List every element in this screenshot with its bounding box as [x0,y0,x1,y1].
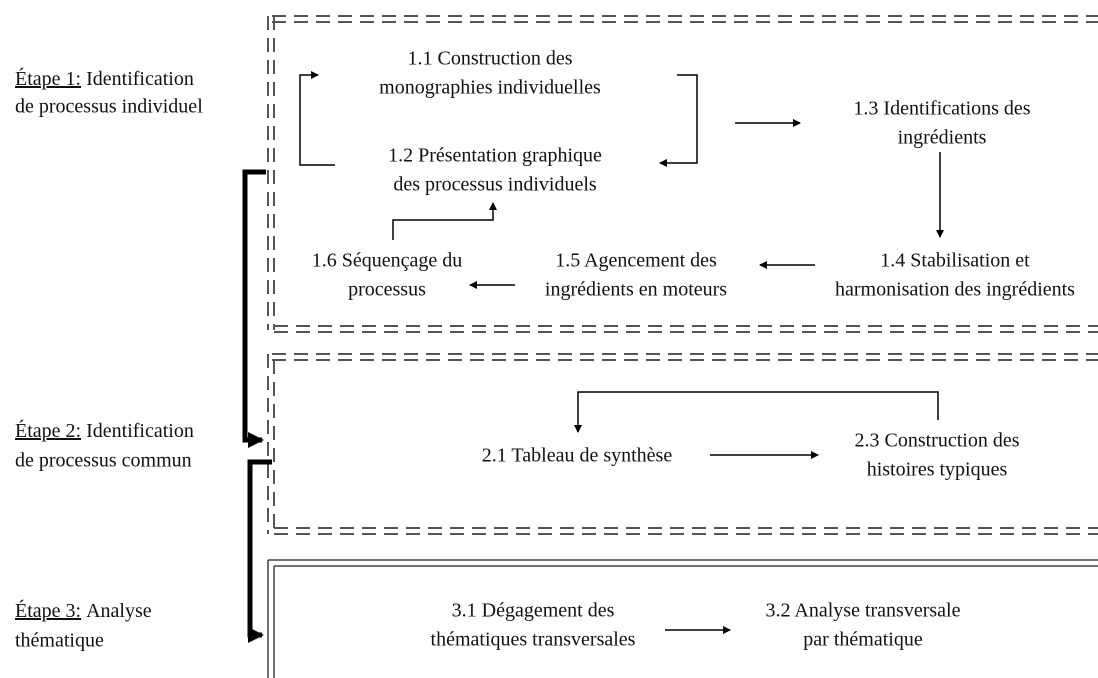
arrows [242,71,944,643]
stage-title: Analyse [86,600,152,622]
stage-title: Identification [86,420,194,442]
node-label: des processus individuels [393,174,597,196]
node-label: 2.3 Construction des [855,430,1020,452]
node-label: 1.2 Présentation graphique [388,145,602,167]
stage-subtitle: thématique [15,630,104,652]
node-label: processus [348,279,426,301]
frames [267,15,1098,678]
stage-heading: Étape 2: Identification [15,419,194,442]
stage-label: Étape 3: [15,599,81,622]
node-label: 3.1 Dégagement des [452,600,615,622]
stage-label: Étape 2: [15,419,81,442]
node-label: 2.1 Tableau de synthèse [482,445,673,467]
stage-heading: Étape 1: Identification [15,67,194,90]
node-label: ingrédients [898,127,987,149]
node-label: harmonisation des ingrédients [835,279,1075,301]
node-label: 3.2 Analyse transversale [766,600,961,622]
node-label: monographies individuelles [379,77,601,99]
node-label: par thématique [803,629,923,651]
node-label: 1.1 Construction des [408,48,573,70]
node-label: 1.4 Stabilisation et [880,250,1030,272]
stage-heading: Étape 3: Analyse [15,599,152,622]
node-label: histoires typiques [867,459,1008,481]
stage-title: Identification [86,68,194,90]
stage-label: Étape 1: [15,67,81,90]
node-label: thématiques transversales [431,629,636,651]
node-label: 1.5 Agencement des [555,250,717,272]
node-label: ingrédients en moteurs [545,279,727,301]
stage-subtitle: de processus commun [15,450,192,472]
node-label: 1.6 Séquençage du [312,250,463,272]
node-label: 1.3 Identifications des [853,98,1030,120]
stage-subtitle: de processus individuel [15,96,203,118]
